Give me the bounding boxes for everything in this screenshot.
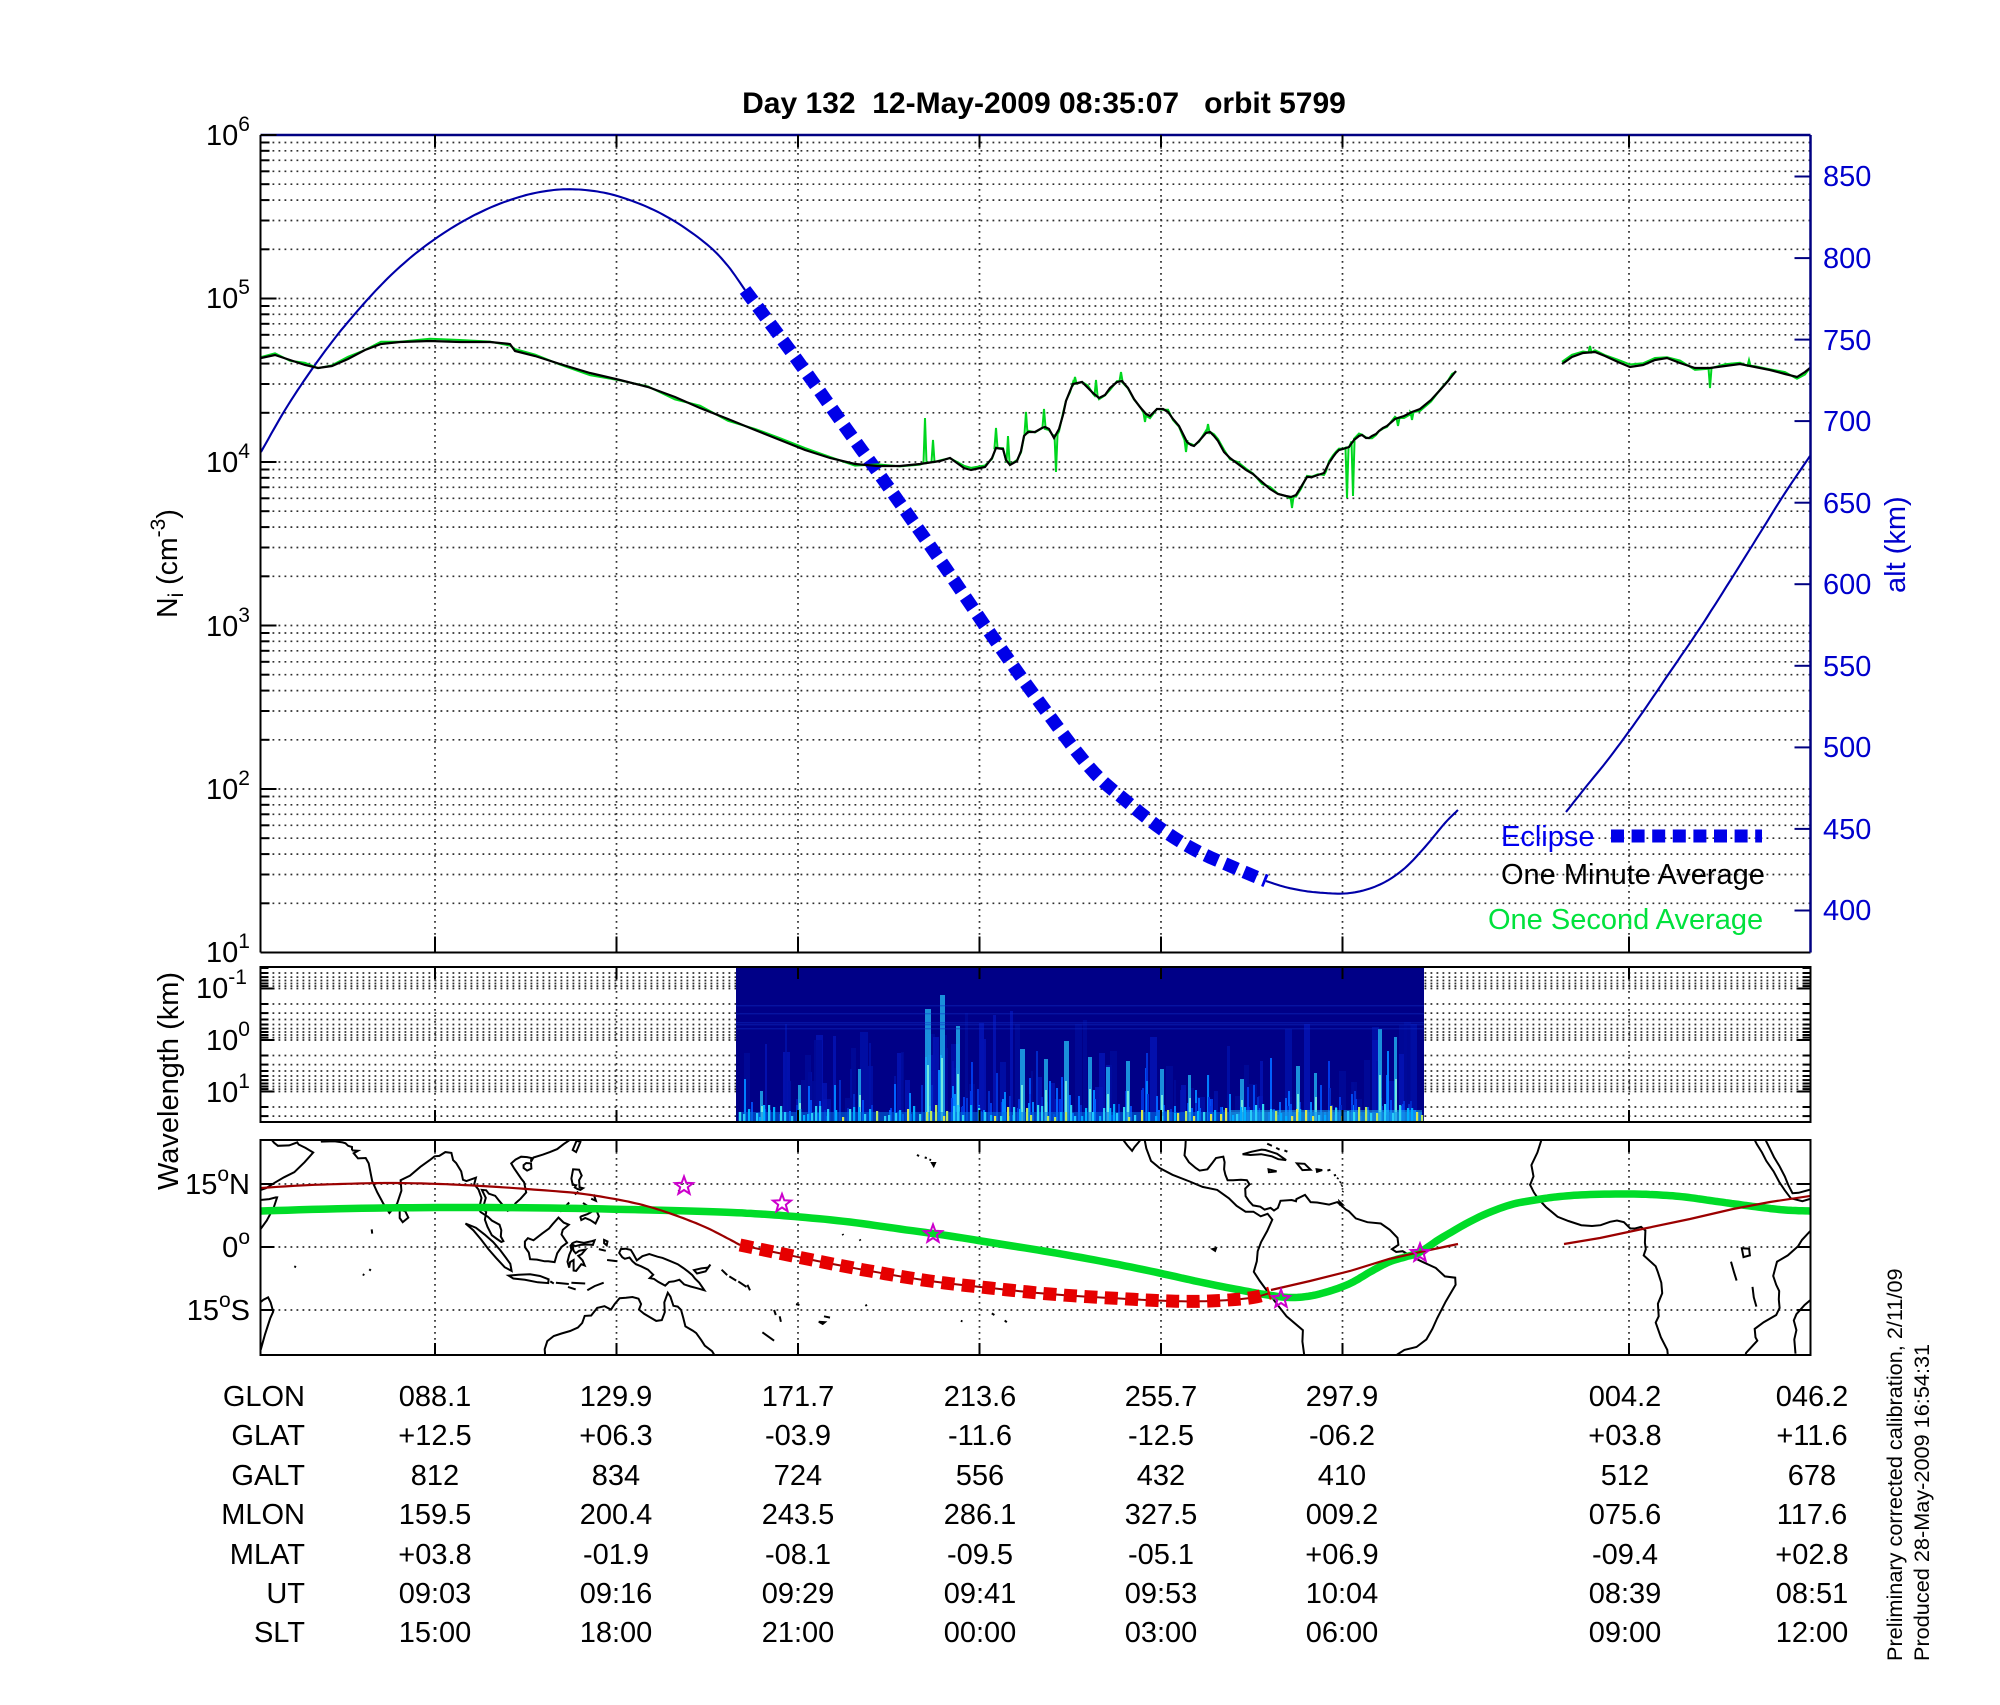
svg-text:+06.3: +06.3 (579, 1420, 652, 1452)
svg-text:-12.5: -12.5 (1128, 1420, 1194, 1452)
svg-text:SLT: SLT (254, 1617, 305, 1649)
svg-text:286.1: 286.1 (944, 1499, 1017, 1531)
svg-text:09:00: 09:00 (1589, 1617, 1662, 1649)
svg-text:075.6: 075.6 (1589, 1499, 1662, 1531)
svg-text:+02.8: +02.8 (1775, 1539, 1848, 1571)
svg-text:650: 650 (1823, 488, 1871, 520)
svg-text:600: 600 (1823, 569, 1871, 601)
svg-text:213.6: 213.6 (944, 1381, 1017, 1413)
svg-text:Day 132 12-May-2009 08:35:07: Day 132 12-May-2009 08:35:07 orbit 5799 (742, 87, 1346, 120)
svg-text:Produced 28-May-2009 16:54:31: Produced 28-May-2009 16:54:31 (1909, 1344, 1934, 1661)
svg-text:One Second Average: One Second Average (1488, 904, 1763, 936)
svg-text:-05.1: -05.1 (1128, 1539, 1194, 1571)
svg-text:12:00: 12:00 (1776, 1617, 1849, 1649)
svg-text:00:00: 00:00 (944, 1617, 1017, 1649)
svg-text:08:51: 08:51 (1776, 1578, 1849, 1610)
svg-text:One Minute Average: One Minute Average (1501, 859, 1765, 891)
svg-text:-09.5: -09.5 (947, 1539, 1013, 1571)
svg-text:Eclipse: Eclipse (1501, 821, 1595, 853)
svg-text:18:00: 18:00 (580, 1617, 653, 1649)
svg-text:009.2: 009.2 (1306, 1499, 1379, 1531)
svg-text:06:00: 06:00 (1306, 1617, 1379, 1649)
svg-text:812: 812 (411, 1460, 459, 1492)
svg-text:159.5: 159.5 (399, 1499, 472, 1531)
svg-text:MLON: MLON (221, 1499, 305, 1531)
svg-text:500: 500 (1823, 732, 1871, 764)
svg-text:-01.9: -01.9 (583, 1539, 649, 1571)
svg-text:750: 750 (1823, 325, 1871, 357)
svg-text:alt (km): alt (km) (1880, 496, 1912, 593)
svg-text:243.5: 243.5 (762, 1499, 835, 1531)
svg-text:10:04: 10:04 (1306, 1578, 1379, 1610)
svg-text:450: 450 (1823, 814, 1871, 846)
svg-text:GLON: GLON (223, 1381, 305, 1413)
svg-text:GLAT: GLAT (231, 1420, 305, 1452)
svg-text:297.9: 297.9 (1306, 1381, 1379, 1413)
svg-text:15:00: 15:00 (399, 1617, 472, 1649)
svg-text:-06.2: -06.2 (1309, 1420, 1375, 1452)
svg-text:+03.8: +03.8 (398, 1539, 471, 1571)
svg-text:Preliminary corrected calibrat: Preliminary corrected calibration, 2/11/… (1882, 1268, 1907, 1661)
svg-text:850: 850 (1823, 161, 1871, 193)
svg-text:+12.5: +12.5 (398, 1420, 471, 1452)
svg-text:117.6: 117.6 (1777, 1499, 1847, 1531)
svg-text:09:03: 09:03 (399, 1578, 472, 1610)
svg-text:327.5: 327.5 (1125, 1499, 1198, 1531)
svg-text:724: 724 (774, 1460, 822, 1492)
svg-text:09:29: 09:29 (762, 1578, 835, 1610)
svg-text:432: 432 (1137, 1460, 1185, 1492)
svg-text:09:53: 09:53 (1125, 1578, 1198, 1610)
svg-text:800: 800 (1823, 243, 1871, 275)
svg-text:08:39: 08:39 (1589, 1578, 1662, 1610)
svg-text:400: 400 (1823, 895, 1871, 927)
svg-text:004.2: 004.2 (1589, 1381, 1662, 1413)
svg-text:088.1: 088.1 (399, 1381, 472, 1413)
svg-text:700: 700 (1823, 406, 1871, 438)
svg-text:15oS: 15oS (187, 1289, 250, 1327)
svg-text:-11.6: -11.6 (948, 1420, 1012, 1452)
svg-text:09:41: 09:41 (944, 1578, 1017, 1610)
svg-text:-03.9: -03.9 (765, 1420, 831, 1452)
svg-text:550: 550 (1823, 651, 1871, 683)
svg-text:MLAT: MLAT (230, 1539, 305, 1571)
svg-text:UT: UT (266, 1578, 305, 1610)
svg-text:410: 410 (1318, 1460, 1366, 1492)
svg-text:556: 556 (956, 1460, 1004, 1492)
svg-text:512: 512 (1601, 1460, 1649, 1492)
svg-text:171.7: 171.7 (762, 1381, 835, 1413)
svg-text:09:16: 09:16 (580, 1578, 653, 1610)
svg-text:03:00: 03:00 (1125, 1617, 1198, 1649)
svg-text:Wavelength (km): Wavelength (km) (153, 972, 185, 1190)
svg-text:Ni (cm-3): Ni (cm-3) (147, 509, 188, 618)
svg-text:129.9: 129.9 (580, 1381, 653, 1413)
svg-text:+03.8: +03.8 (1588, 1420, 1661, 1452)
svg-text:834: 834 (592, 1460, 640, 1492)
svg-text:-08.1: -08.1 (765, 1539, 831, 1571)
svg-text:GALT: GALT (231, 1460, 305, 1492)
svg-text:+06.9: +06.9 (1305, 1539, 1378, 1571)
svg-text:-09.4: -09.4 (1592, 1539, 1658, 1571)
svg-text:21:00: 21:00 (762, 1617, 835, 1649)
svg-text:+11.6: +11.6 (1776, 1420, 1847, 1452)
svg-text:105: 105 (206, 276, 250, 315)
svg-text:200.4: 200.4 (580, 1499, 653, 1531)
svg-text:046.2: 046.2 (1776, 1381, 1849, 1413)
svg-text:678: 678 (1788, 1460, 1836, 1492)
svg-text:103: 103 (206, 604, 250, 643)
svg-text:255.7: 255.7 (1125, 1381, 1198, 1413)
